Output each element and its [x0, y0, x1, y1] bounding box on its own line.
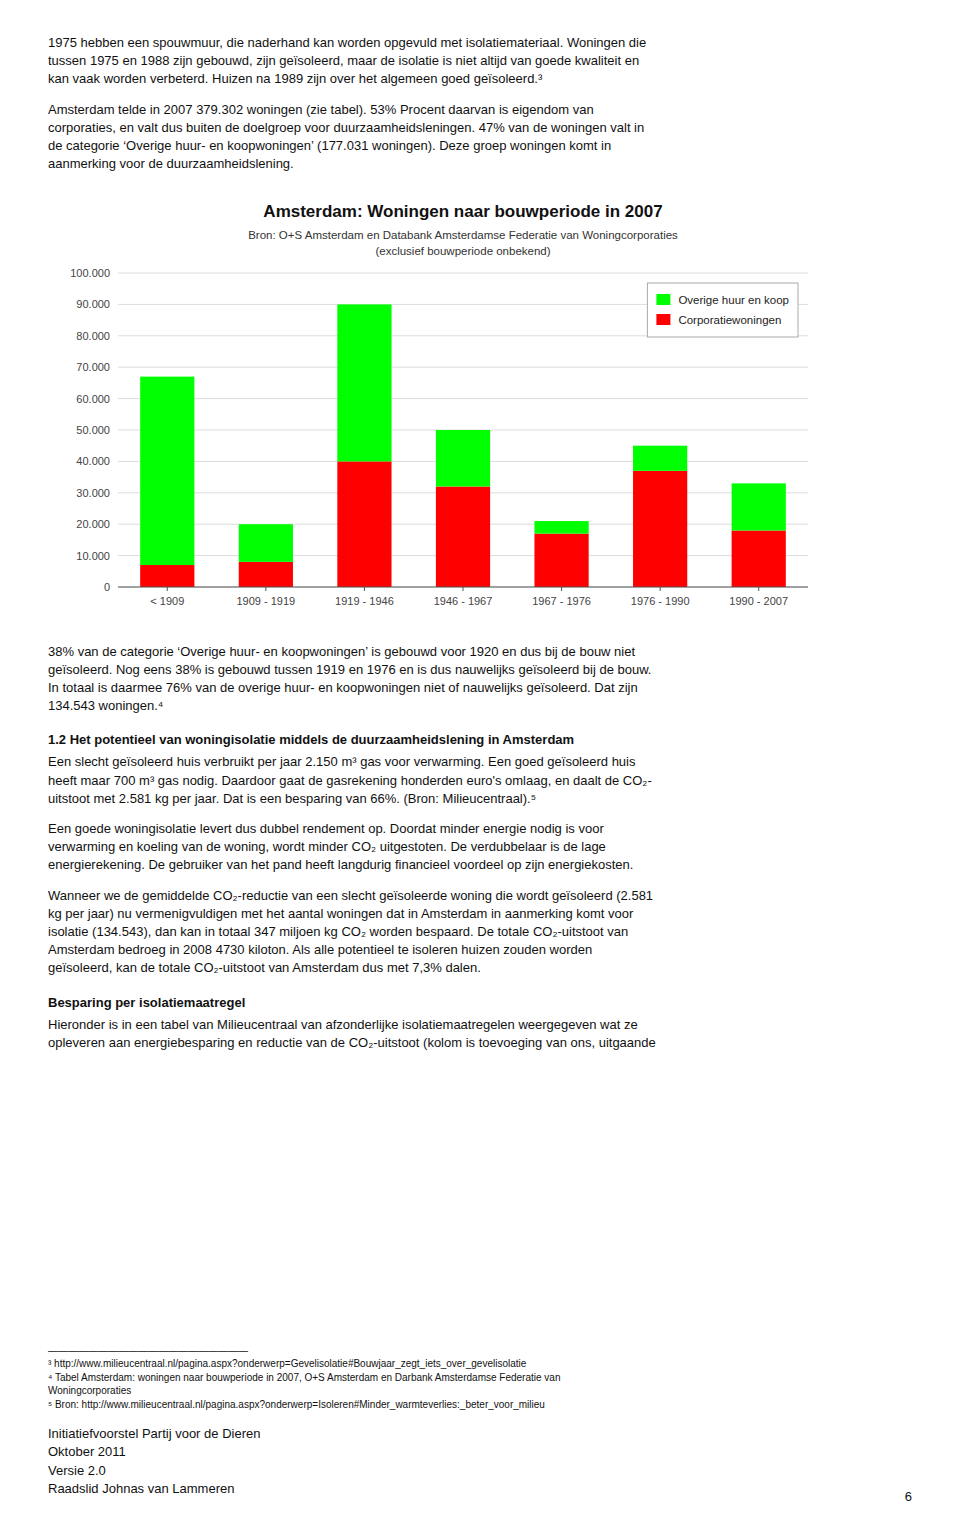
- x-tick: [561, 587, 562, 591]
- bars: [140, 305, 786, 588]
- y-tick-label: 10.000: [76, 550, 110, 562]
- bar: [436, 430, 490, 487]
- grid-line: [118, 398, 808, 399]
- heading: Besparing per isolatiemaatregel: [48, 994, 912, 1012]
- x-tick: [660, 587, 661, 591]
- bar: [337, 462, 391, 588]
- y-tick-label: 80.000: [76, 330, 110, 342]
- y-tick-label: 60.000: [76, 393, 110, 405]
- page-number: 6: [905, 1488, 912, 1506]
- legend-frame: [647, 283, 798, 337]
- x-tick-label: 1919 - 1946: [335, 595, 394, 607]
- legend-label: Overige huur en koop: [678, 294, 789, 306]
- chart-subtitle: (exclusief bouwperiode onbekend): [375, 245, 550, 257]
- x-tick-label: < 1909: [150, 595, 184, 607]
- x-tick: [265, 587, 266, 591]
- x-tick-label: 1946 - 1967: [434, 595, 493, 607]
- bar: [337, 305, 391, 462]
- grid-line: [118, 273, 808, 274]
- x-tick: [463, 587, 464, 591]
- legend-label: Corporatiewoningen: [678, 314, 781, 326]
- y-tick-label: 90.000: [76, 299, 110, 311]
- paragraph: 1975 hebben een spouwmuur, die naderhand…: [48, 34, 912, 89]
- paragraph: Een goede woningisolatie levert dus dubb…: [48, 820, 912, 875]
- legend: Overige huur en koop Corporatiewoningen: [647, 283, 798, 337]
- bar: [239, 562, 293, 587]
- x-tick-label: 1976 - 1990: [631, 595, 690, 607]
- y-tick-label: 70.000: [76, 362, 110, 374]
- paragraph: Wanneer we de gemiddelde CO₂-reductie va…: [48, 887, 912, 978]
- x-tick-label: 1909 - 1919: [236, 595, 295, 607]
- bar: [633, 471, 687, 587]
- y-tick-label: 40.000: [76, 456, 110, 468]
- bar: [732, 484, 786, 531]
- x-tick-label: 1967 - 1976: [532, 595, 591, 607]
- paragraph: Amsterdam telde in 2007 379.302 woningen…: [48, 101, 912, 174]
- paragraph: Een slecht geïsoleerd huis verbruikt per…: [48, 753, 912, 808]
- footnote: ⁵ Bron: http://www.milieucentraal.nl/pag…: [48, 1398, 912, 1412]
- footnotes: ――――――――――――――――――――³ http://www.milieuc…: [48, 1344, 912, 1412]
- x-axis: < 1909 1909 - 1919 1919 - 1946 1946 - 1967 1…: [118, 587, 808, 607]
- bar: [732, 531, 786, 588]
- legend-swatch: [656, 294, 670, 305]
- chart: Amsterdam: Woningen naar bouwperiode in …: [48, 193, 828, 623]
- grid-line: [118, 367, 808, 368]
- y-axis: 0 10.000 20.000 30.000 40.000 50.000 60.000 70.…: [70, 267, 808, 593]
- y-tick-label: 50.000: [76, 424, 110, 436]
- heading: 1.2 Het potentieel van woningisolatie mi…: [48, 731, 912, 749]
- footnote: ⁴ Tabel Amsterdam: woningen naar bouwper…: [48, 1371, 912, 1398]
- x-tick: [364, 587, 365, 591]
- page: 1975 hebben een spouwmuur, die naderhand…: [0, 0, 960, 1524]
- paragraph: 38% van de categorie ‘Overige huur- en k…: [48, 643, 912, 716]
- chart-title: Amsterdam: Woningen naar bouwperiode in …: [263, 202, 662, 221]
- footnote-rule: ――――――――――――――――――――: [48, 1344, 912, 1358]
- bar: [534, 534, 588, 587]
- footnote: ³ http://www.milieucentraal.nl/pagina.as…: [48, 1357, 912, 1371]
- bar: [140, 377, 194, 565]
- chart-subtitle: Bron: O+S Amsterdam en Databank Amsterda…: [248, 229, 678, 241]
- footer: Initiatiefvoorstel Partij voor de Dieren…: [48, 1425, 912, 1498]
- x-tick: [758, 587, 759, 591]
- chart-container: Amsterdam: Woningen naar bouwperiode in …: [48, 193, 912, 628]
- bar: [633, 446, 687, 471]
- x-tick: [167, 587, 168, 591]
- bar: [239, 525, 293, 563]
- y-tick-label: 20.000: [76, 519, 110, 531]
- y-tick-label: 30.000: [76, 487, 110, 499]
- legend-swatch: [656, 314, 670, 325]
- bar: [140, 565, 194, 587]
- y-tick-label: 100.000: [70, 267, 110, 279]
- bar: [436, 487, 490, 587]
- paragraph: Hieronder is in een tabel van Milieucent…: [48, 1016, 912, 1052]
- x-tick-label: 1990 - 2007: [729, 595, 788, 607]
- y-tick-label: 0: [104, 581, 110, 593]
- bar: [534, 521, 588, 534]
